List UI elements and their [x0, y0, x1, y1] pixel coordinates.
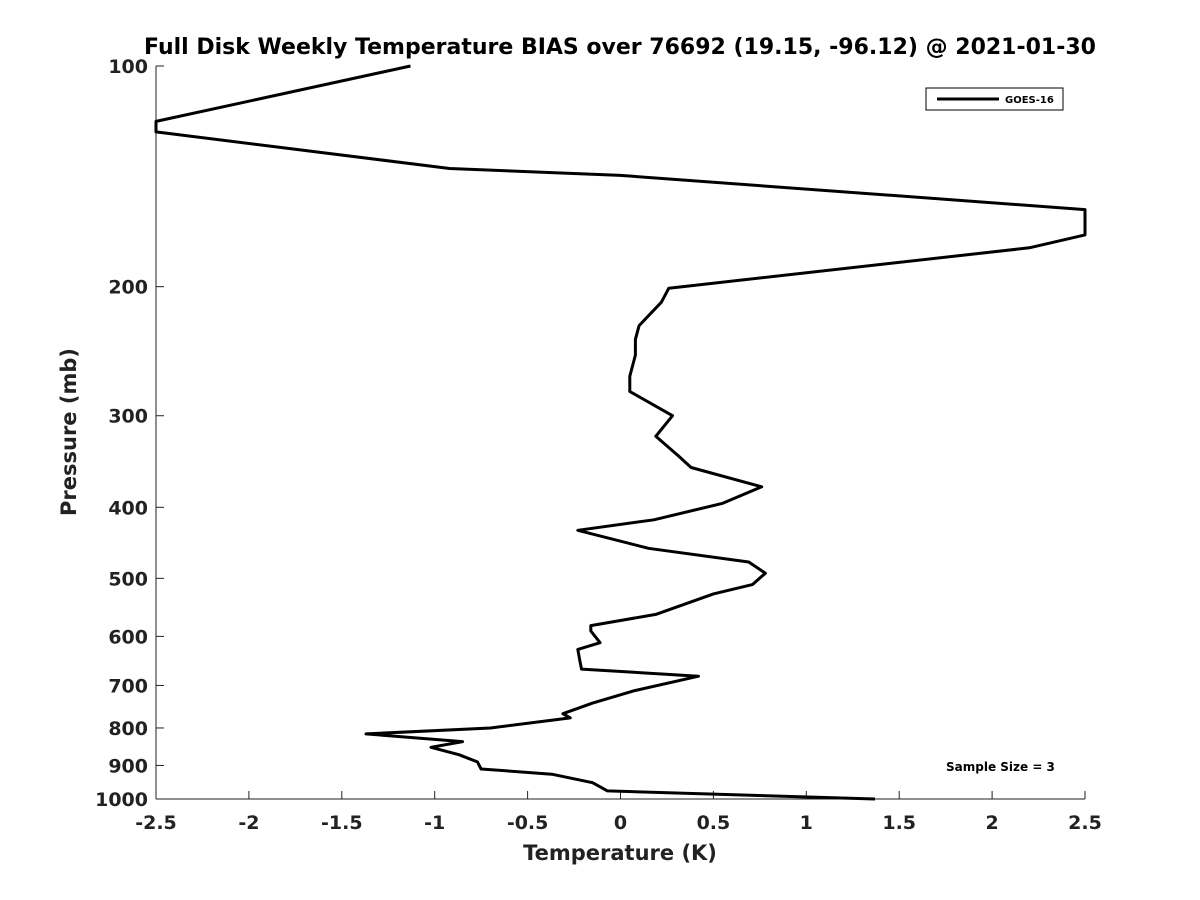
x-tick-label: -2.5 — [135, 812, 177, 834]
x-tick-label: 2.5 — [1068, 812, 1102, 834]
y-tick-label: 600 — [108, 626, 148, 648]
legend-label-goes-16: GOES-16 — [1005, 95, 1054, 106]
x-tick-label: 0.5 — [697, 812, 731, 834]
x-tick-label: 0 — [614, 812, 627, 834]
y-tick-label: 900 — [108, 755, 148, 777]
y-tick-label: 300 — [108, 406, 148, 428]
legend: GOES-16 — [925, 87, 1064, 111]
x-tick-label: -1 — [424, 812, 445, 834]
x-tick-label: 1 — [800, 812, 813, 834]
sample-size-annotation: Sample Size = 3 — [946, 760, 1055, 774]
x-tick-label: 2 — [985, 812, 998, 834]
y-tick-label: 1000 — [95, 789, 148, 811]
series-line-goes-16 — [154, 64, 1087, 801]
x-tick-label: -2 — [238, 812, 259, 834]
y-tick-label: 500 — [108, 568, 148, 590]
y-tick-label: 800 — [108, 718, 148, 740]
y-axis-ticks: 100 200 300 400 500 600 700 800 900 1000 — [95, 56, 164, 811]
x-tick-label: -1.5 — [321, 812, 363, 834]
y-axis-label: Pressure (mb) — [57, 348, 81, 516]
x-axis-label: Temperature (K) — [523, 841, 717, 865]
x-tick-label: -0.5 — [507, 812, 549, 834]
y-tick-label: 200 — [108, 277, 148, 299]
y-tick-label: 100 — [108, 56, 148, 78]
x-axis-ticks: -2.5 -2 -1.5 -1 -0.5 0 0.5 1 1.5 2 2.5 — [135, 791, 1102, 834]
chart-title: Full Disk Weekly Temperature BIAS over 7… — [144, 35, 1096, 60]
y-tick-label: 700 — [108, 675, 148, 697]
x-tick-label: 1.5 — [882, 812, 916, 834]
y-tick-label: 400 — [108, 497, 148, 519]
